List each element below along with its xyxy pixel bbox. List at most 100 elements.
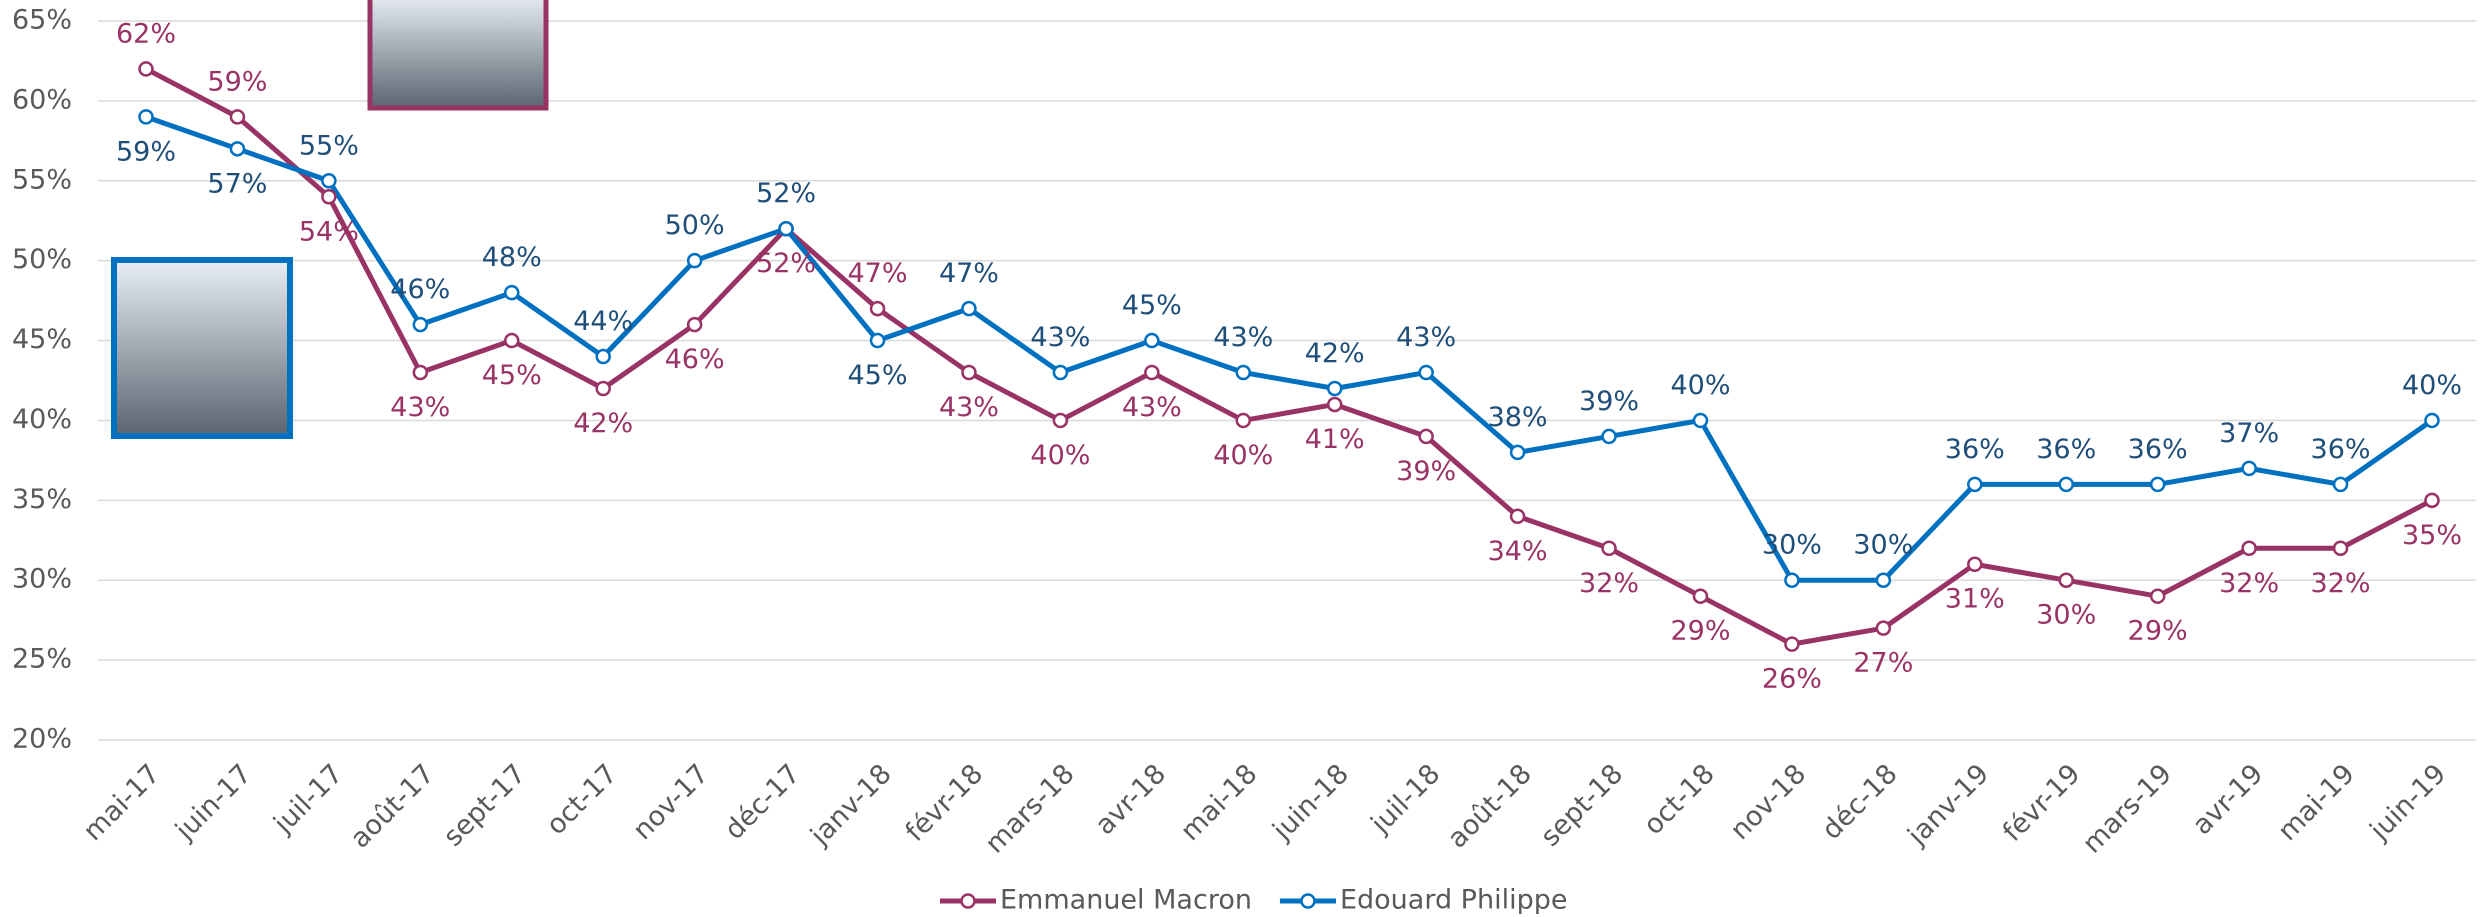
x-tick-label: juin-17 [169,758,258,847]
data-label: 35% [2402,520,2462,551]
data-point [2060,478,2073,491]
data-point [2334,478,2347,491]
x-tick-label: mars-18 [979,758,1080,859]
y-tick-label: 30% [12,564,72,595]
x-tick-label: juil-18 [1365,758,1447,840]
data-point [1603,542,1616,555]
x-tick-label: mai-19 [2272,758,2361,847]
data-label: 43% [1213,322,1273,353]
data-label: 36% [1945,434,2005,465]
data-label: 52% [756,178,816,209]
series-line [146,69,2432,644]
data-label: 36% [2128,434,2188,465]
data-point [140,62,153,75]
data-label: 30% [2036,600,2096,631]
data-point [2243,542,2256,555]
data-label: 36% [2036,434,2096,465]
data-label: 38% [1488,402,1548,433]
x-tick-label: août-18 [1442,758,1538,854]
data-label: 47% [848,258,908,289]
data-label: 59% [116,136,176,167]
x-tick-label: févr-18 [900,758,990,848]
x-tick-label: mai-17 [78,758,167,847]
y-tick-label: 60% [12,84,72,115]
data-label: 32% [2219,568,2279,599]
data-label: 47% [939,258,999,289]
data-point [1237,414,1250,427]
data-point [1511,446,1524,459]
data-point [1968,558,1981,571]
y-tick-label: 55% [12,164,72,195]
x-tick-label: sept-17 [438,758,532,852]
legend-label: Edouard Philippe [1340,885,1568,916]
data-point [1328,398,1341,411]
y-tick-label: 45% [12,324,72,355]
data-point [597,382,610,395]
data-point [597,350,610,363]
data-label: 43% [1396,322,1456,353]
data-label: 43% [939,392,999,423]
data-label: 30% [1762,530,1822,561]
data-point [414,366,427,379]
data-point [322,174,335,187]
data-point [1877,574,1890,587]
data-point [1054,366,1067,379]
data-label: 46% [665,344,725,375]
x-tick-label: févr-19 [1997,758,2087,848]
y-tick-label: 25% [12,644,72,675]
data-label: 31% [1945,584,2005,615]
data-label: 40% [2402,370,2462,401]
data-point [1968,478,1981,491]
data-point [505,286,518,299]
data-label: 32% [1579,568,1639,599]
x-tick-label: déc-17 [719,758,806,845]
data-label: 42% [1305,338,1365,369]
x-tick-label: avr-19 [2187,758,2270,841]
data-point [1420,366,1433,379]
data-point [140,110,153,123]
data-label: 39% [1396,456,1456,487]
y-tick-label: 40% [12,404,72,435]
chart: 20%25%30%35%40%45%50%55%60%65%mai-17juin… [0,0,2489,917]
data-label: 48% [482,242,542,273]
data-point [2334,542,2347,555]
y-tick-label: 50% [12,244,72,275]
x-tick-label: oct-17 [541,758,624,841]
x-tick-label: août-17 [344,758,440,854]
data-label: 54% [299,216,359,247]
data-point [505,334,518,347]
data-label: 50% [665,210,725,241]
data-point [231,142,244,155]
data-label: 30% [1853,530,1913,561]
data-point [1603,430,1616,443]
data-label: 29% [1670,616,1730,647]
data-label: 45% [482,360,542,391]
x-tick-label: avr-18 [1089,758,1172,841]
data-point [871,334,884,347]
data-label: 44% [573,306,633,337]
data-label: 62% [116,18,176,49]
x-tick-label: nov-18 [1725,758,1813,846]
y-tick-label: 65% [12,5,72,36]
data-label: 57% [207,168,267,199]
data-label: 34% [1488,536,1548,567]
data-point [780,222,793,235]
data-point [2060,574,2073,587]
x-tick-label: janv-19 [1901,758,1995,852]
y-tick-label: 35% [12,484,72,515]
data-point [1328,382,1341,395]
legend-label: Emmanuel Macron [1000,885,1252,916]
data-point [2243,462,2256,475]
x-tick-label: janv-18 [804,758,898,852]
data-label: 59% [207,66,267,97]
data-point [1511,510,1524,523]
data-label: 45% [848,360,908,391]
y-tick-label: 20% [12,724,72,755]
x-tick-label: juin-18 [1266,758,1355,847]
data-label: 42% [573,408,633,439]
data-point [962,302,975,315]
data-label: 55% [299,130,359,161]
data-point [1694,414,1707,427]
data-point [2151,590,2164,603]
